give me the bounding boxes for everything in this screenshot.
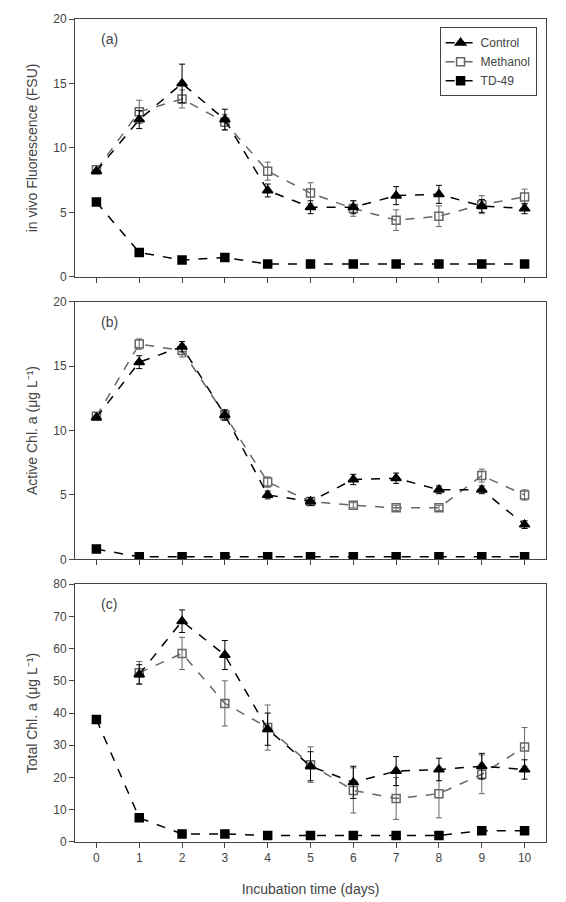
svg-text:10: 10 (53, 141, 67, 155)
svg-text:40: 40 (53, 706, 67, 720)
svg-text:50: 50 (53, 674, 67, 688)
svg-text:10: 10 (53, 803, 67, 817)
svg-text:TD-49: TD-49 (481, 74, 515, 88)
svg-text:20: 20 (53, 295, 67, 309)
svg-text:3: 3 (222, 851, 229, 865)
svg-text:0: 0 (60, 553, 67, 567)
svg-text:5: 5 (307, 851, 314, 865)
svg-text:Methanol: Methanol (481, 55, 530, 69)
svg-text:2: 2 (179, 851, 186, 865)
svg-text:60: 60 (53, 642, 67, 656)
svg-text:Active Chl. a (μg L⁻¹): Active Chl. a (μg L⁻¹) (24, 366, 40, 495)
svg-text:4: 4 (264, 851, 271, 865)
svg-text:15: 15 (53, 359, 67, 373)
svg-text:0: 0 (60, 270, 67, 284)
svg-text:7: 7 (393, 851, 400, 865)
svg-text:20: 20 (53, 12, 67, 26)
svg-text:6: 6 (350, 851, 357, 865)
svg-text:Incubation time (days): Incubation time (days) (242, 881, 380, 897)
svg-text:(c): (c) (101, 596, 117, 612)
svg-text:0: 0 (93, 851, 100, 865)
svg-text:30: 30 (53, 738, 67, 752)
svg-text:in vivo Fluorescence (FSU): in vivo Fluorescence (FSU) (24, 64, 40, 233)
svg-text:70: 70 (53, 610, 67, 624)
svg-text:10: 10 (53, 424, 67, 438)
svg-text:(a): (a) (101, 31, 118, 47)
svg-text:15: 15 (53, 77, 67, 91)
svg-text:80: 80 (53, 577, 67, 591)
svg-text:20: 20 (53, 771, 67, 785)
svg-text:10: 10 (518, 851, 532, 865)
svg-text:(b): (b) (101, 314, 118, 330)
svg-text:5: 5 (60, 206, 67, 220)
svg-text:Control: Control (481, 36, 520, 50)
svg-text:9: 9 (478, 851, 485, 865)
svg-text:8: 8 (436, 851, 443, 865)
svg-text:0: 0 (60, 835, 67, 849)
svg-text:1: 1 (136, 851, 143, 865)
svg-text:Total Chl. a (μg L⁻¹): Total Chl. a (μg L⁻¹) (24, 653, 40, 773)
svg-text:5: 5 (60, 488, 67, 502)
